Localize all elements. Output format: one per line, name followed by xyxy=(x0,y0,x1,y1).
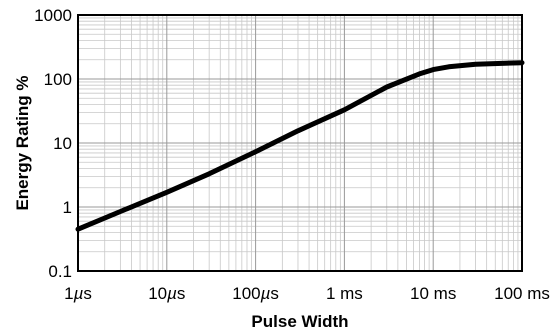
y-tick-label: 100 xyxy=(44,70,72,89)
x-axis-ticks: 1µs 10µs 100µs 1 ms 10 ms 100 ms xyxy=(64,284,550,303)
y-tick-label: 10 xyxy=(53,134,72,153)
energy-rating-curve xyxy=(75,60,525,232)
x-tick-label: 100µs xyxy=(232,284,279,303)
major-gridlines xyxy=(77,15,522,272)
x-tick-label: 10µs xyxy=(148,284,185,303)
y-axis-ticks: 0.1 1 10 100 1000 xyxy=(34,6,72,281)
y-axis-title: Energy Rating % xyxy=(13,75,32,210)
plot-frame xyxy=(77,14,523,272)
y-tick-label: 1 xyxy=(63,198,72,217)
x-tick-label: 1µs xyxy=(64,284,92,303)
x-tick-label: 10 ms xyxy=(410,284,456,303)
x-axis-title: Pulse Width xyxy=(251,312,348,331)
x-tick-label: 1 ms xyxy=(326,284,363,303)
x-tick-label: 100 ms xyxy=(494,284,550,303)
y-tick-label: 1000 xyxy=(34,6,72,25)
y-tick-label: 0.1 xyxy=(48,262,72,281)
